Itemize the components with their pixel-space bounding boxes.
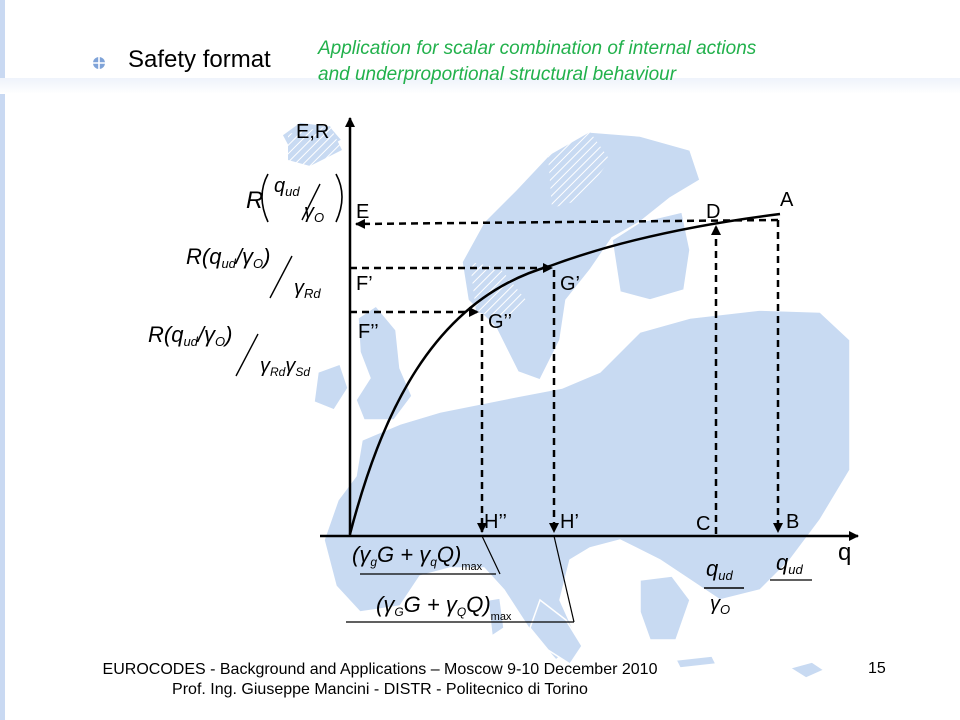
title-band [0,78,960,94]
axis-label-ER: E,R [296,121,329,143]
subtitle-line-1: Application for scalar combination of in… [318,38,757,59]
formula-E2-text: (γGG + γQQ)max [376,592,512,623]
point-label-H2: H’’ [484,511,507,533]
resistance-curve [348,212,781,535]
map-crete [674,655,718,669]
line-A-E [355,218,779,229]
page-number: 15 [868,660,886,677]
map-great-britain [355,305,413,421]
map-mainland [323,309,851,662]
formula-R1: R qud γO [246,173,343,225]
map-greece [639,575,691,641]
map-ireland [313,363,349,411]
point-label-G2: G’’ [488,311,512,333]
slide-footer: EUROCODES - Background and Applications … [40,660,720,700]
map-finland [611,211,691,301]
footer-line-2: Prof. Ing. Giuseppe Mancini - DISTR - Po… [172,681,588,698]
formula-E1: (γgG + γqQ)max [352,542,496,575]
formula-R3-den: γRdγSd [260,355,310,379]
point-label-D: D [706,201,720,223]
subtitle-line-2: and underproportional structural behavio… [318,64,677,85]
point-label-F1: F’ [356,273,373,295]
footer-line-1: EUROCODES - Background and Applications … [102,661,658,678]
dashed-lines [350,218,783,534]
formula-R1-den: γO [304,201,324,225]
point-label-B: B [786,511,799,533]
axis-label-q: q [838,539,851,566]
point-label-F2: F’’ [358,321,379,343]
bullet-icon [93,57,105,69]
hatched-regions [288,126,610,320]
formula-qud-den: γO [710,593,730,617]
formula-R2-den: γRd [294,277,321,301]
formula-R3: R(qud/γO) γRdγSd [148,322,310,379]
formula-R3-main: R(qud/γO) [148,322,233,349]
slide-subtitle: Application for scalar combination of in… [318,36,756,88]
formula-R1-num: qud [274,175,300,199]
formula-R2: R(qud/γO) γRd [186,244,321,301]
map-italy-south [529,598,583,666]
formula-qud: qud qud γO [704,550,812,617]
section-title: Safety format [128,46,271,73]
formula-E1-text: (γgG + γqQ)max [352,542,483,573]
leader-H2 [481,535,501,575]
formula-E2: (γGG + γQQ)max [346,592,574,623]
hatch-norway-south [470,262,526,320]
hatch-norway-north [548,132,610,208]
formula-R1-R: R [246,187,263,214]
formula-qud-axis: qud [776,550,803,577]
map-sardinia [487,597,505,638]
formula-R2-main: R(qud/γO) [186,244,271,271]
point-label-E: E [356,201,369,223]
left-accent-bar [0,0,5,720]
hatch-upper-left [288,126,342,166]
formula-qud-num: qud [706,556,733,583]
point-label-G1: G’ [560,273,580,295]
map-cyprus [788,661,826,679]
leader-H1 [553,535,575,623]
point-label-C: C [696,513,710,535]
point-label-A: A [780,189,794,211]
point-label-H1: H’ [560,511,579,533]
